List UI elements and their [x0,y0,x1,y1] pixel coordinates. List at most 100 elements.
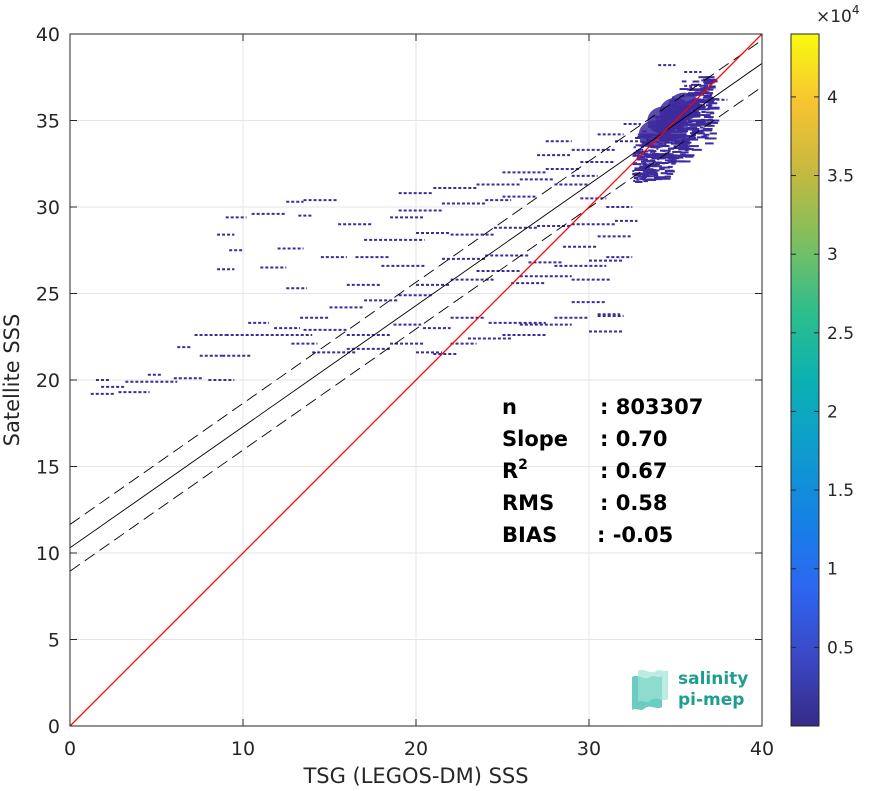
colorbar-tick-label: 4 [827,88,838,108]
y-tick-label: 0 [48,716,60,738]
scatter-point [695,121,706,124]
scatter-point [702,96,714,99]
scatter-point [641,174,650,177]
scatter-point [687,88,692,91]
scatter-point [652,165,662,168]
scatter-point [648,168,654,171]
scatter-point [669,154,681,157]
scatter-point [636,158,647,161]
scatter-point [655,178,663,181]
scatter-point [635,154,640,157]
scatter-point [664,141,674,144]
scatter-point [700,129,713,132]
scatter-point [633,146,636,149]
scatter-point [635,137,641,140]
scatter-point [680,139,690,142]
scatter-point [682,142,689,145]
scatter-point [655,157,665,160]
scatter-point [696,131,704,134]
colorbar-tick-label: 3 [827,245,838,265]
scatter-point [639,155,643,158]
scatter-point [697,107,705,110]
scatter-point [708,118,713,121]
stats-label: BIAS [502,523,557,547]
scatter-point [667,157,675,160]
scatter-point [668,155,674,158]
scatter-point [679,88,689,91]
colorbar-exponent-base: ×10 [816,7,852,27]
colorbar-tick-label: 2.5 [827,324,854,344]
colorbar-tick-label: 0.5 [827,638,854,658]
scatter-point [681,143,687,146]
scatter-point [698,119,710,122]
scatter-point [665,175,671,178]
scatter-point [635,144,642,147]
stats-value: : 803307 [600,395,703,419]
scatter-point [653,174,659,177]
scatter-point [688,135,696,138]
scatter-point [642,168,650,171]
scatter-point [673,145,677,148]
scatter-point [705,142,714,145]
scatter-point [640,160,645,163]
scatter-point [691,148,702,151]
scatter-point [669,158,672,161]
scatter-point [690,132,700,135]
scatter-point [636,178,639,181]
scatter-point [653,169,660,172]
scatter-point [644,150,649,153]
scatter-point [701,105,705,108]
scatter-point [700,101,704,104]
scatter-point [700,84,709,87]
scatter-point [641,176,645,179]
x-tick-label: 0 [64,738,76,760]
scatter-point [668,147,673,150]
scatter-point [653,153,665,156]
scatter-point [636,172,642,175]
y-tick-label: 20 [36,370,60,392]
scatter-point [698,123,705,126]
scatter-point [707,76,715,79]
scatter-point [654,176,661,179]
scatter-point [706,79,709,82]
scatter-point [683,154,695,157]
scatter-point [705,76,710,79]
scatter-point [633,153,637,156]
scatter-point [690,124,698,127]
y-tick-label: 5 [48,630,60,652]
scatter-point [685,123,691,126]
scatter-point [635,168,646,171]
scatter-point [707,92,713,95]
scatter-point [656,147,659,150]
scatter-point [652,150,657,153]
scatter-point [643,155,651,158]
scatter-point [666,172,674,175]
colorbar-tick-label: 3.5 [827,167,854,187]
scatter-point [679,151,689,154]
scatter-point [703,78,711,81]
colorbar-tick-label: 1 [827,560,838,580]
scatter-point [689,86,693,89]
scatter-point [696,93,704,96]
scatter-point [692,127,698,130]
fit-lower-bound-line [70,86,762,572]
scatter-point [693,128,700,131]
scatter-point [687,123,699,126]
scatter-point [704,100,714,103]
scatter-point [696,136,709,139]
scatter-point [704,137,717,140]
scatter-point [664,170,675,173]
scatter-point [659,166,670,169]
x-tick-label: 20 [404,738,428,760]
colorbar-exponent-power: 4 [852,3,860,17]
y-tick-label: 30 [36,197,60,219]
scatter-point [672,147,684,150]
scatter-point [663,145,667,148]
scatter-point [648,149,654,152]
scatter-point [644,175,655,178]
scatter-point [676,144,684,147]
scatter-point [655,176,667,179]
scatter-point [680,144,689,147]
